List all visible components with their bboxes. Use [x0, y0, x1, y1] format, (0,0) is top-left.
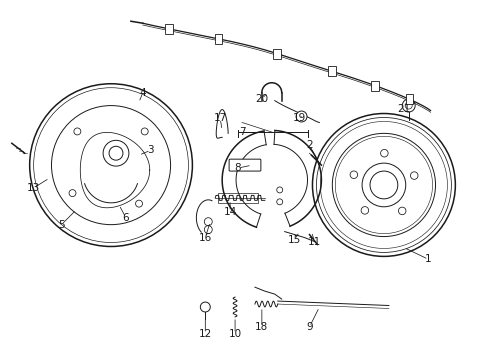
- Text: 12: 12: [198, 329, 211, 339]
- Text: 9: 9: [305, 322, 312, 332]
- Bar: [327, 66, 335, 76]
- Text: 11: 11: [307, 237, 321, 247]
- Text: 7: 7: [238, 127, 245, 138]
- Bar: [164, 24, 172, 34]
- Text: 19: 19: [292, 113, 305, 123]
- Bar: [405, 94, 412, 104]
- Text: 2: 2: [305, 140, 312, 150]
- Circle shape: [398, 207, 405, 215]
- Text: 3: 3: [147, 145, 154, 155]
- Bar: [273, 49, 281, 59]
- Circle shape: [109, 146, 122, 160]
- Circle shape: [409, 172, 417, 179]
- Text: 14: 14: [223, 207, 236, 217]
- Circle shape: [296, 111, 306, 122]
- FancyBboxPatch shape: [229, 159, 260, 171]
- Text: 15: 15: [287, 234, 301, 244]
- Text: 1: 1: [425, 255, 431, 264]
- Text: 20: 20: [255, 94, 268, 104]
- Circle shape: [380, 149, 387, 157]
- Circle shape: [349, 171, 357, 179]
- Text: 21: 21: [396, 104, 409, 113]
- Text: 16: 16: [198, 233, 211, 243]
- Circle shape: [360, 207, 368, 214]
- Text: 18: 18: [255, 322, 268, 332]
- Text: 4: 4: [139, 88, 146, 98]
- Text: 6: 6: [122, 213, 129, 223]
- Bar: [214, 34, 222, 44]
- Text: 5: 5: [58, 220, 64, 230]
- Text: 13: 13: [27, 183, 40, 193]
- Circle shape: [369, 171, 397, 199]
- Text: 10: 10: [228, 329, 241, 339]
- Text: 8: 8: [234, 163, 241, 173]
- Text: 17: 17: [213, 113, 226, 123]
- Bar: [370, 81, 378, 91]
